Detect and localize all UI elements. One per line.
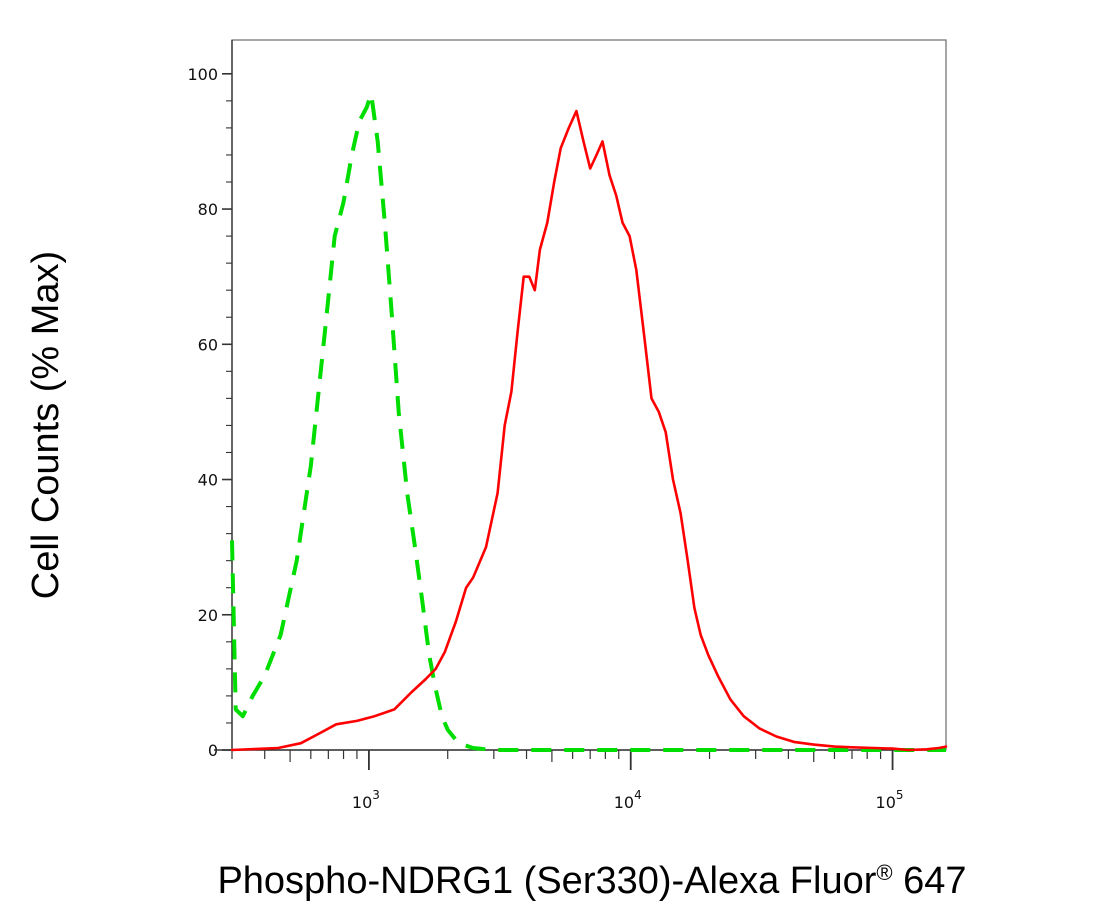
x-axis-title: Phospho-NDRG1 (Ser330)-Alexa Fluor® 647 [217, 860, 966, 902]
x-axis: 103 104 105 [214, 749, 946, 812]
y-tick-label: 0 [208, 741, 218, 760]
series-layer [230, 92, 948, 752]
y-tick-label: 60 [198, 335, 218, 354]
y-tick-label: 80 [198, 200, 218, 219]
stained-histogram-line [230, 109, 948, 752]
y-tick-label: 40 [198, 471, 218, 490]
x-tick-label: 104 [614, 788, 642, 812]
plot-frame [231, 39, 947, 751]
y-axis: 0 20 40 60 80 100 [187, 40, 233, 760]
x-tick-label: 105 [876, 788, 904, 812]
x-tick-label: 103 [352, 788, 380, 812]
y-tick-label: 100 [187, 65, 218, 84]
control-histogram-line [230, 92, 946, 752]
y-axis-title: Cell Counts (% Max) [25, 251, 67, 599]
y-tick-label: 20 [198, 606, 218, 625]
